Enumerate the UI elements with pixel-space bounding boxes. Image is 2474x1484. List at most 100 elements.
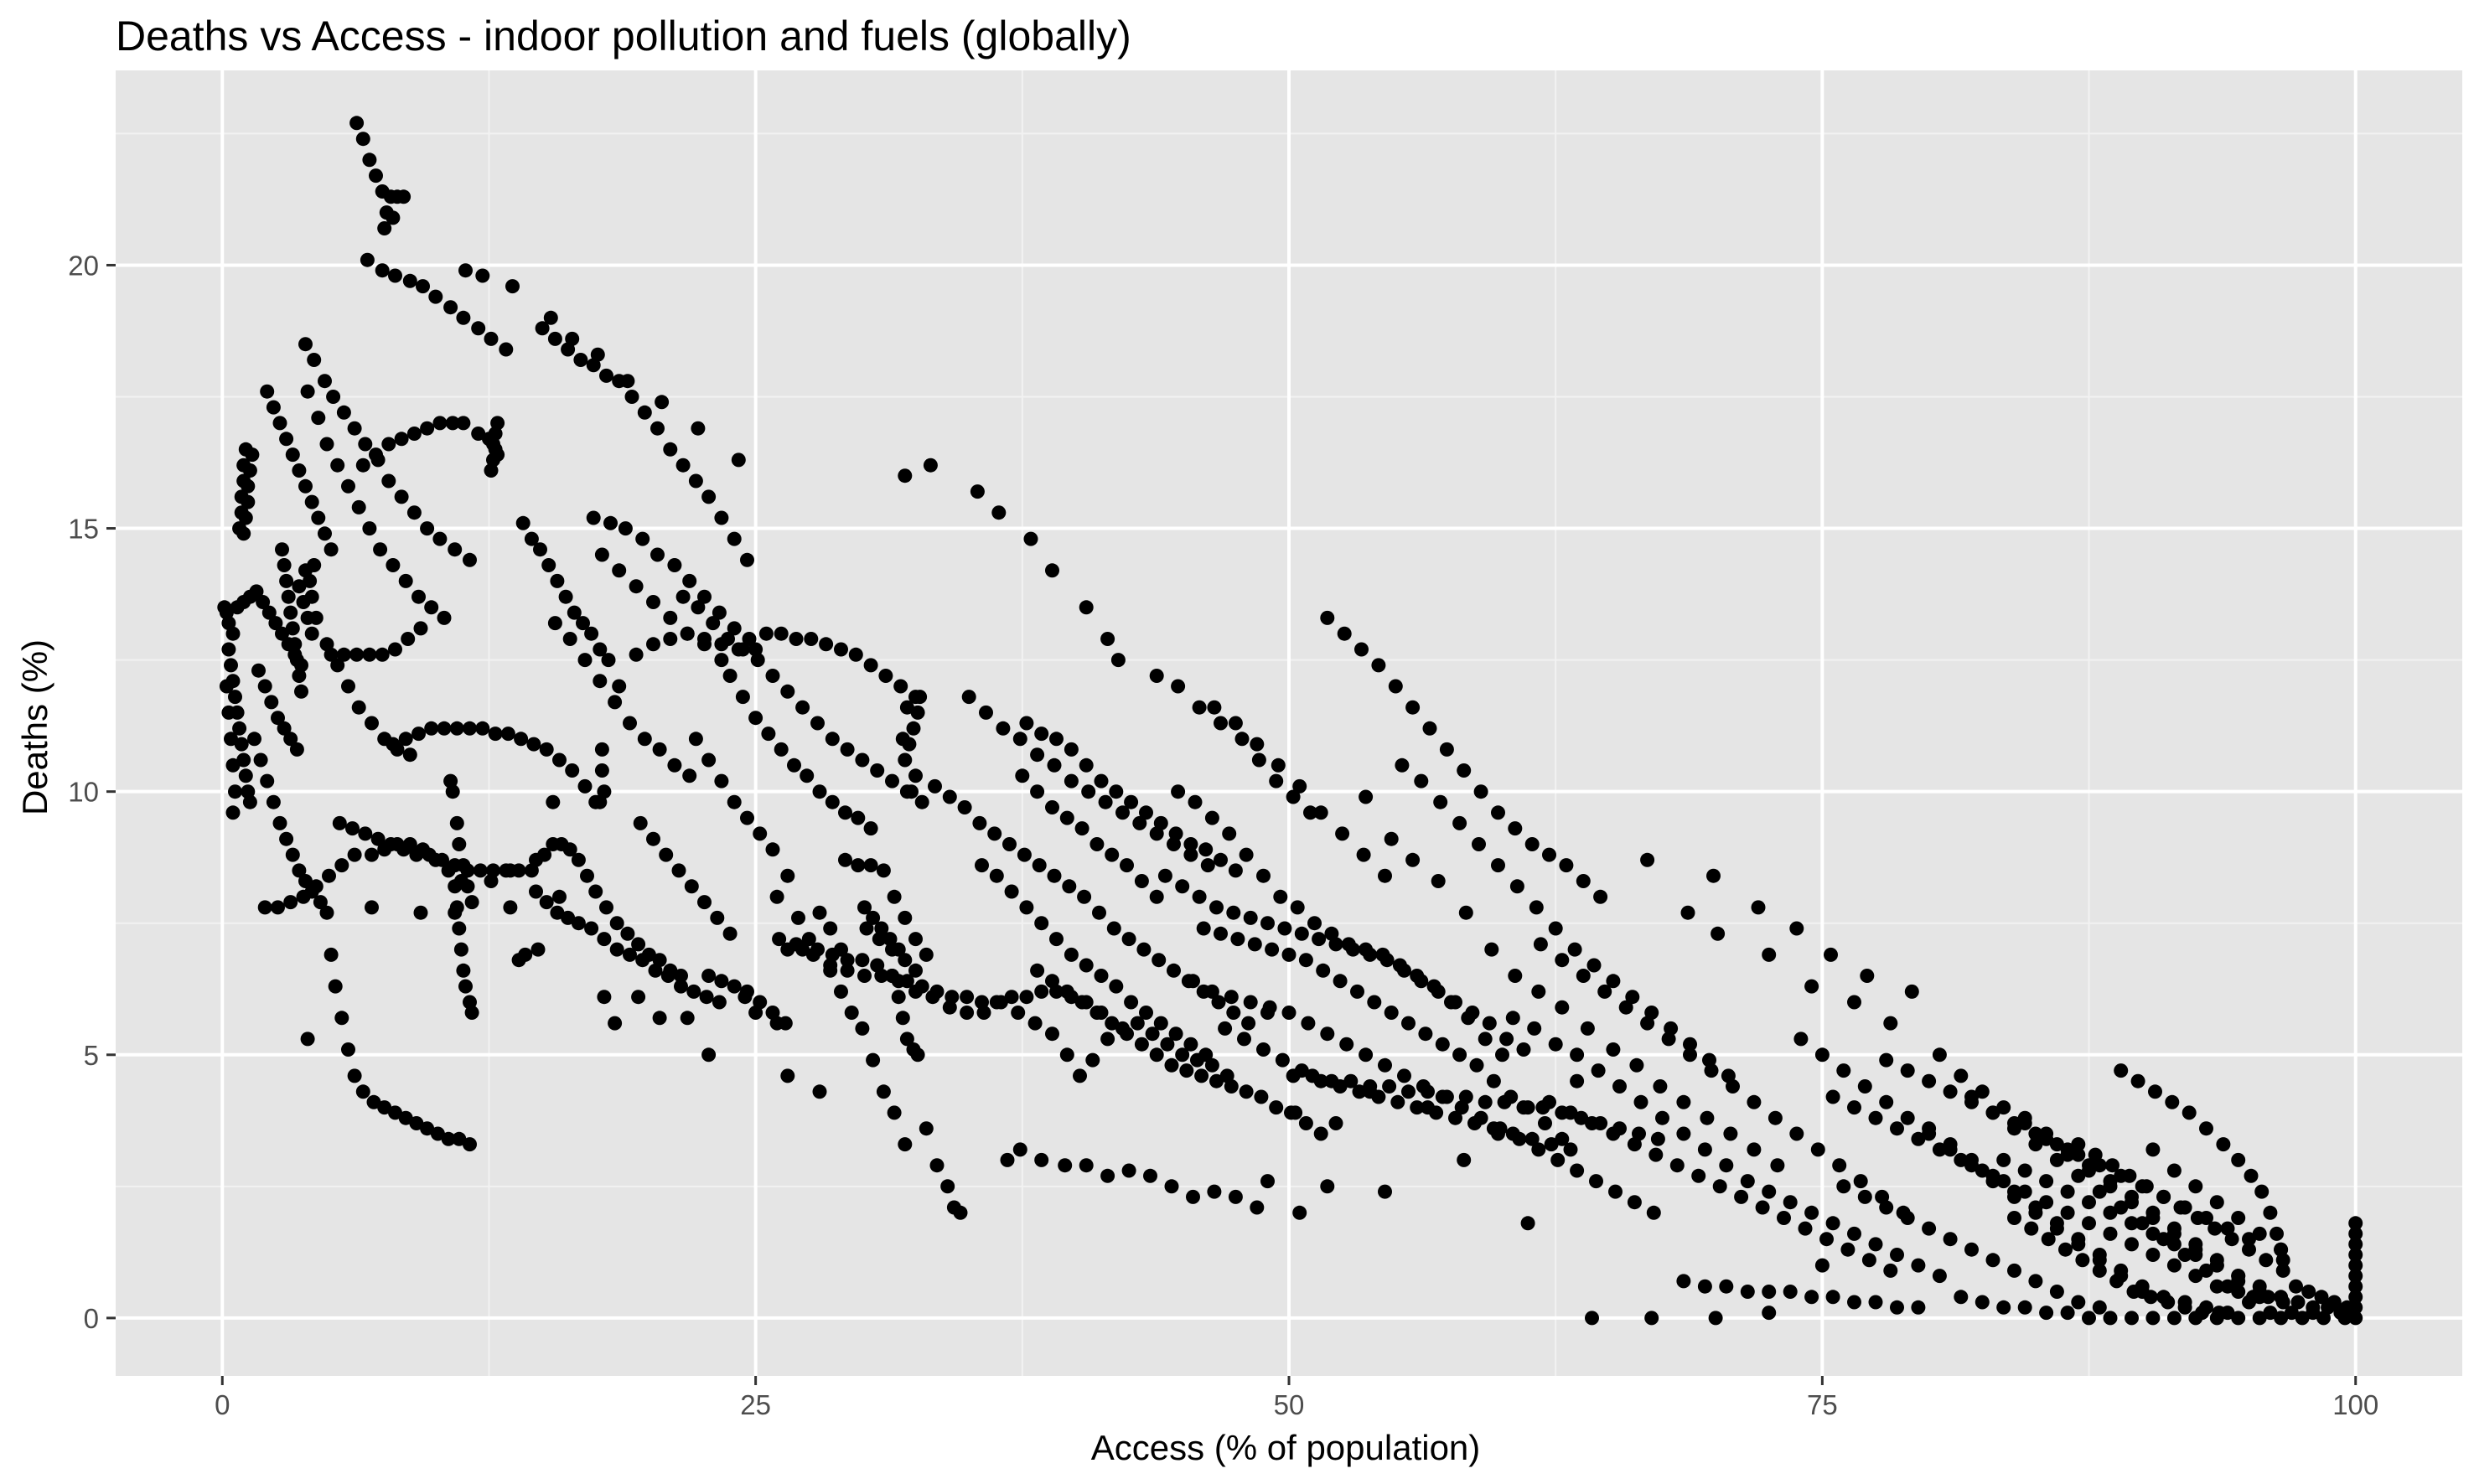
data-point (503, 863, 518, 878)
y-tick-label: 15 (68, 514, 99, 545)
data-point (1098, 794, 1113, 809)
data-point (228, 690, 242, 705)
data-point (1256, 1042, 1271, 1057)
data-point (2188, 1179, 2203, 1194)
data-point (872, 932, 887, 947)
data-point (537, 847, 552, 862)
data-point (834, 984, 848, 999)
data-point (714, 510, 729, 525)
data-point (586, 510, 601, 525)
data-point (388, 268, 402, 283)
data-point (1032, 858, 1047, 873)
data-point (899, 1032, 914, 1047)
data-point (1034, 1152, 1049, 1167)
data-point (1316, 963, 1331, 978)
data-point (913, 690, 928, 705)
data-point (588, 884, 603, 899)
data-point (674, 969, 688, 983)
data-point (2143, 1290, 2158, 1305)
data-point (1505, 1126, 1520, 1141)
data-point (1378, 1184, 1392, 1199)
data-point (2348, 1258, 2363, 1273)
data-point (825, 732, 840, 747)
data-point (1110, 653, 1126, 668)
data-point (1214, 852, 1228, 867)
data-point (1079, 758, 1094, 773)
data-point (1676, 1094, 1691, 1109)
data-point (411, 589, 426, 604)
data-point (443, 300, 458, 315)
data-point (2125, 1237, 2139, 1252)
data-point (2082, 1195, 2096, 1210)
data-point (351, 499, 366, 514)
data-point (878, 669, 893, 683)
data-point (1395, 758, 1410, 773)
data-point (891, 942, 906, 957)
data-point (1234, 732, 1250, 747)
data-point (2199, 1121, 2213, 1136)
data-point (1228, 863, 1243, 878)
data-point (2209, 1253, 2224, 1268)
data-point (1260, 1174, 1275, 1189)
data-point (650, 421, 665, 436)
data-point (285, 447, 300, 463)
data-point (398, 573, 413, 588)
data-point (1100, 1032, 1115, 1047)
data-point (1153, 1016, 1168, 1031)
data-point (2148, 1084, 2162, 1099)
data-point (355, 132, 370, 147)
data-point (1783, 1195, 1798, 1210)
data-point (895, 732, 910, 747)
data-point (539, 895, 554, 910)
data-point (2207, 1221, 2223, 1236)
data-point (2071, 1232, 2086, 1247)
data-point (753, 826, 768, 841)
data-point (1777, 1211, 1791, 1225)
data-point (2289, 1279, 2303, 1294)
data-point (283, 605, 298, 620)
data-point (722, 669, 738, 683)
data-point (332, 815, 347, 830)
data-point (2274, 1311, 2289, 1326)
data-point (1457, 1152, 1472, 1167)
data-point (2156, 1189, 2171, 1204)
data-point (659, 847, 674, 862)
data-point (1168, 1026, 1183, 1042)
data-point (1388, 679, 1403, 694)
data-point (2348, 1248, 2363, 1262)
data-point (1077, 889, 1092, 904)
data-point (1472, 837, 1486, 851)
data-point (699, 990, 714, 1005)
data-point (319, 437, 334, 452)
data-point (1900, 1063, 1915, 1078)
data-point (2028, 1126, 2043, 1141)
data-point (789, 937, 804, 952)
data-point (2145, 1142, 2161, 1157)
data-point (2017, 1184, 2032, 1199)
data-point (1106, 921, 1121, 936)
data-point (1608, 1184, 1623, 1199)
x-tick-label: 50 (1274, 1389, 1305, 1420)
data-point (1593, 889, 1608, 904)
data-point (1836, 1063, 1851, 1078)
data-point (349, 116, 365, 131)
data-point (629, 579, 644, 594)
data-point (236, 752, 251, 768)
data-point (241, 478, 256, 494)
data-point (221, 705, 236, 720)
data-point (562, 842, 577, 857)
data-point (2058, 1242, 2073, 1257)
data-point (2105, 1158, 2119, 1173)
data-point (1132, 815, 1147, 830)
data-point (972, 815, 987, 830)
x-tick-label: 0 (215, 1389, 230, 1420)
data-point (646, 637, 660, 652)
data-point (1359, 1047, 1374, 1063)
data-point (2263, 1306, 2278, 1321)
data-point (804, 632, 819, 646)
data-point (1932, 1142, 1947, 1157)
data-point (1661, 1032, 1676, 1047)
data-point (2007, 1184, 2021, 1199)
data-point (1294, 926, 1309, 941)
data-point (650, 547, 665, 562)
